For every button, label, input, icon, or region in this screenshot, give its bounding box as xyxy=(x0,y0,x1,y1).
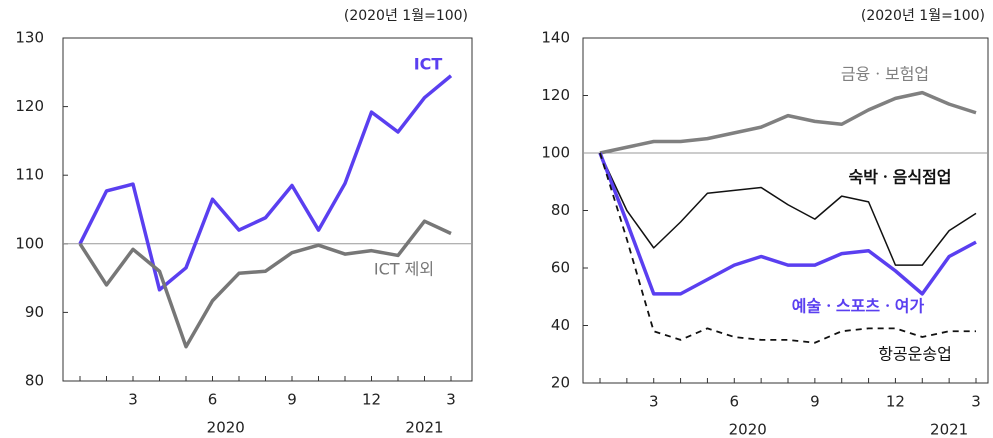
x-tick-label: 12 xyxy=(362,391,381,409)
y-tick-label: 40 xyxy=(551,316,570,334)
y-tick-label: 90 xyxy=(25,303,44,321)
note: (2020년 1월=100) xyxy=(861,8,985,24)
series-line xyxy=(78,219,452,349)
y-tick-label: 120 xyxy=(541,86,570,104)
x-tick-label: 3 xyxy=(128,391,138,409)
x-tick-label: 9 xyxy=(810,393,820,411)
series-label: 숙박ㆍ음식점업 xyxy=(848,168,951,187)
y-tick-label: 130 xyxy=(15,29,44,47)
x-tick-label: 6 xyxy=(208,391,218,409)
y-tick-label: 80 xyxy=(25,372,44,390)
plot-frame xyxy=(62,37,473,382)
year-label: 2020 xyxy=(729,421,767,438)
series-line xyxy=(599,152,977,266)
series-label: ICT xyxy=(414,55,443,74)
plot-frame xyxy=(582,37,989,384)
series-line xyxy=(78,74,453,292)
year-label: 2021 xyxy=(930,421,968,438)
x-tick-label: 3 xyxy=(446,391,456,409)
y-tick-label: 100 xyxy=(541,144,570,162)
y-tick-label: 140 xyxy=(541,29,570,47)
year-label: 2021 xyxy=(405,419,443,437)
note: (2020년 1월=100) xyxy=(344,8,468,24)
x-tick-label: 3 xyxy=(971,393,981,411)
series-line xyxy=(599,152,976,344)
y-tick-label: 100 xyxy=(15,234,44,252)
y-tick-label: 110 xyxy=(15,166,44,184)
y-tick-label: 20 xyxy=(551,374,570,392)
x-tick-label: 9 xyxy=(287,391,297,409)
year-label: 2020 xyxy=(207,419,245,437)
series-line xyxy=(599,90,977,155)
series-label: 금융ㆍ보험업 xyxy=(841,65,929,84)
series-label: ICT 제외 xyxy=(374,260,434,279)
series-label: 항공운송업 xyxy=(878,345,952,364)
series-label: 예술ㆍ스포츠ㆍ여가 xyxy=(792,297,925,316)
x-tick-label: 12 xyxy=(886,393,905,411)
y-tick-label: 120 xyxy=(15,97,44,115)
x-tick-label: 6 xyxy=(730,393,740,411)
series-line xyxy=(598,152,977,296)
y-tick-label: 80 xyxy=(551,201,570,219)
x-tick-label: 3 xyxy=(649,393,659,411)
y-tick-label: 60 xyxy=(551,259,570,277)
